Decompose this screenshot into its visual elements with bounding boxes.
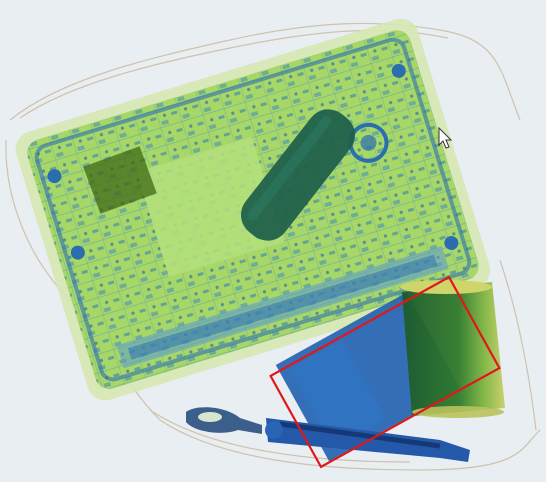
mouse-pointer-icon [438, 126, 453, 149]
organic-block [83, 146, 157, 214]
canister [400, 280, 505, 418]
bag-outline [5, 22, 541, 471]
cylindrical-object [241, 109, 355, 241]
detection-box [269, 275, 501, 469]
